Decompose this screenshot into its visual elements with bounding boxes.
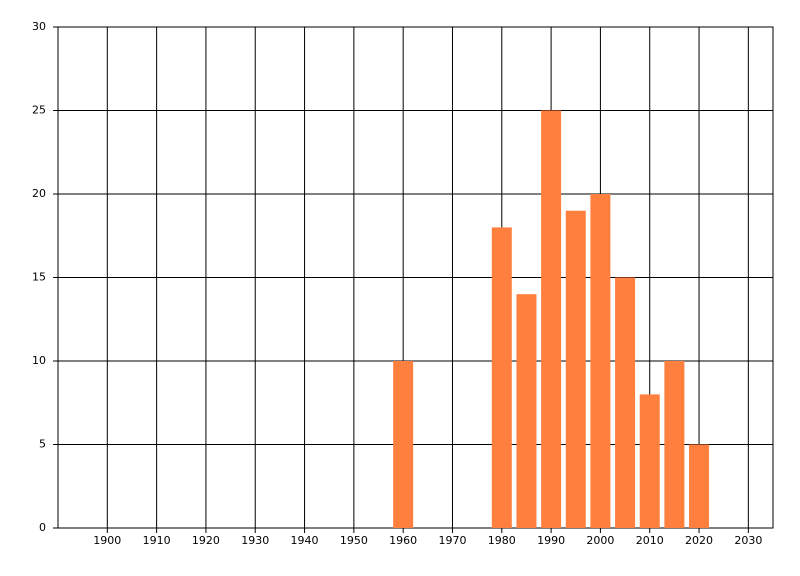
x-tick-label: 1990 [537,534,565,547]
bar [565,210,586,528]
x-tick-label: 2020 [685,534,713,547]
x-tick-label: 1970 [438,534,466,547]
bar [615,277,636,528]
x-tick-label: 1910 [143,534,171,547]
y-tick-label: 5 [39,438,46,451]
x-tick-label: 1900 [93,534,121,547]
x-tick-label: 1950 [340,534,368,547]
x-tick-label: 1940 [291,534,319,547]
bar [689,444,710,528]
x-tick-label: 2010 [636,534,664,547]
x-tick-label: 2030 [734,534,762,547]
y-tick-label: 30 [32,20,46,33]
y-tick-label: 20 [32,187,46,200]
bar [541,110,562,528]
y-tick-label: 10 [32,354,46,367]
y-tick-label: 25 [32,104,46,117]
y-tick-label: 15 [32,271,46,284]
x-tick-label: 2000 [586,534,614,547]
x-tick-label: 1980 [488,534,516,547]
bar [393,361,414,528]
x-tick-label: 1930 [241,534,269,547]
bar [516,294,537,528]
bar [491,227,512,528]
x-tick-label: 1920 [192,534,220,547]
bar [590,194,611,528]
y-tick-label: 0 [39,521,46,534]
bar [639,394,660,528]
bar [664,361,685,528]
x-tick-label: 1960 [389,534,417,547]
